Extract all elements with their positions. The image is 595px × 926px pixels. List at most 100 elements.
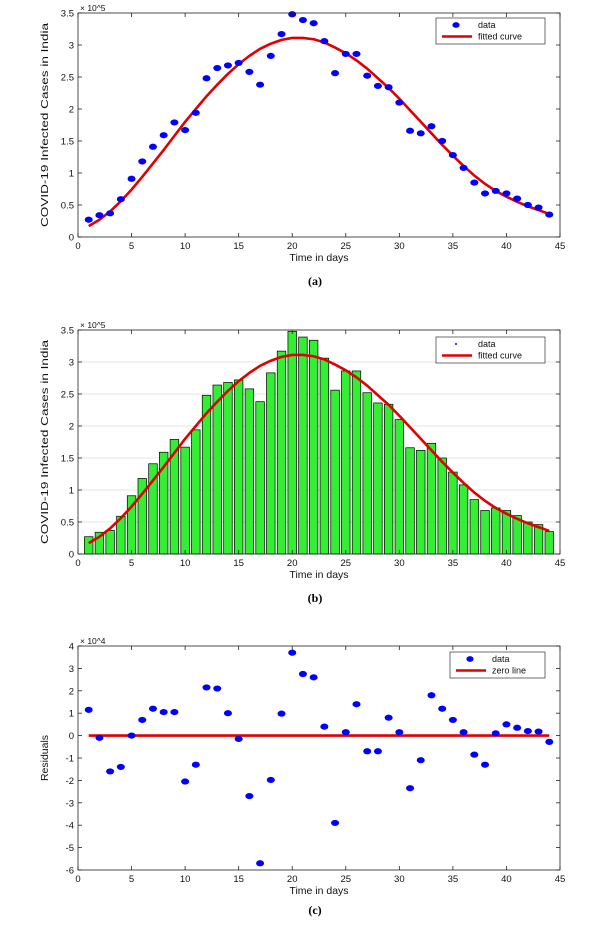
bar — [330, 389, 340, 555]
panel-caption: (c) — [308, 903, 321, 917]
y-tick-label: 0.5 — [61, 518, 74, 529]
data-point — [513, 724, 522, 731]
bar — [458, 484, 469, 555]
bar — [351, 370, 362, 555]
y-exponent-label: × 10^5 — [80, 3, 106, 13]
legend-label: data — [478, 339, 496, 349]
x-tick-label: 40 — [501, 241, 512, 252]
bar — [437, 457, 447, 555]
x-tick-label: 35 — [448, 874, 459, 885]
y-tick-label: 1 — [69, 169, 74, 180]
x-tick-label: 5 — [129, 874, 134, 885]
data-point — [159, 708, 168, 716]
data-point — [84, 216, 93, 223]
bar — [394, 419, 404, 555]
bar — [373, 402, 383, 555]
data-point — [298, 16, 307, 24]
bar — [212, 384, 222, 555]
data-point — [513, 195, 522, 202]
x-tick-label: 10 — [180, 558, 191, 569]
y-tick-label: 2.5 — [61, 390, 74, 401]
data-point — [245, 68, 254, 75]
y-tick-label: -5 — [66, 843, 74, 854]
data-point — [384, 84, 393, 91]
data-point — [234, 59, 243, 67]
data-point — [277, 31, 286, 38]
y-tick-label: -6 — [66, 866, 74, 877]
y-axis-label: COVID-19 Infected Cases in India — [39, 340, 51, 544]
data-point — [341, 729, 350, 736]
x-axis-label: Time in days — [289, 569, 348, 581]
data-point — [309, 20, 318, 27]
y-tick-label: -4 — [66, 821, 74, 832]
data-point — [459, 164, 468, 171]
data-point — [116, 196, 125, 203]
y-tick-label: 1 — [69, 709, 74, 720]
fitted-curve-line — [88, 353, 550, 545]
data-point — [256, 860, 265, 867]
y-axis-label: Residuals — [39, 735, 51, 781]
data-point — [148, 143, 157, 150]
x-tick-label: 30 — [394, 558, 405, 569]
x-tick-label: 35 — [448, 241, 459, 252]
data-point — [181, 127, 190, 134]
panel-caption: (a) — [308, 274, 322, 288]
data-point — [320, 38, 329, 45]
y-tick-label: 2 — [69, 422, 74, 433]
data-point — [320, 723, 329, 730]
data-point — [213, 685, 222, 692]
y-tick-label: 0.5 — [61, 201, 74, 212]
x-tick-label: 0 — [75, 874, 80, 885]
data-point — [159, 132, 168, 139]
data-point — [395, 729, 404, 736]
data-point — [470, 179, 479, 186]
legend-label: fitted curve — [478, 32, 522, 42]
y-tick-label: -1 — [66, 754, 74, 765]
x-tick-label: 5 — [129, 558, 134, 569]
data-point — [223, 62, 232, 69]
bar — [244, 388, 255, 555]
data-point — [406, 127, 415, 134]
y-tick-label: -2 — [66, 776, 74, 787]
y-tick-label: 0 — [69, 550, 74, 561]
x-tick-label: 20 — [287, 558, 298, 569]
legend-marker-data — [452, 22, 460, 28]
fitted-curve-line — [88, 36, 550, 228]
bar — [201, 394, 212, 555]
y-tick-label: 2 — [69, 105, 74, 116]
bar — [298, 336, 308, 555]
data-point — [481, 190, 490, 197]
bar — [491, 507, 501, 555]
bar — [180, 446, 190, 555]
y-tick-label: 4 — [69, 642, 74, 653]
y-exponent-label: × 10^4 — [80, 636, 106, 646]
legend-label: zero line — [492, 666, 526, 676]
data-point — [223, 710, 232, 717]
bar — [362, 392, 372, 555]
legend-box — [449, 651, 546, 679]
y-tick-label: 3.5 — [61, 326, 74, 337]
bar — [469, 499, 479, 555]
bar — [223, 382, 233, 555]
data-point — [438, 705, 447, 712]
data-point — [170, 119, 179, 126]
data-point — [245, 792, 254, 800]
legend-box — [435, 336, 546, 364]
data-point — [491, 730, 500, 737]
x-tick-label: 45 — [555, 874, 566, 885]
data-point — [256, 81, 265, 88]
data-point — [416, 757, 425, 764]
data-point — [427, 692, 436, 699]
bar — [105, 529, 115, 555]
x-tick-label: 40 — [501, 874, 512, 885]
x-tick-label: 25 — [340, 558, 351, 569]
data-point — [545, 738, 554, 745]
panel-c: 0 5 10 15 20 25 30 35 40 45 -6 -5 -4 -3 -2 -1 0 1 2 3 4 × 10^… — [39, 636, 565, 917]
data-point — [331, 819, 340, 827]
x-tick-label: 30 — [394, 874, 405, 885]
bar — [234, 379, 244, 555]
legend-label: data — [492, 654, 510, 664]
data-point — [309, 674, 318, 681]
plot-area — [78, 330, 560, 554]
